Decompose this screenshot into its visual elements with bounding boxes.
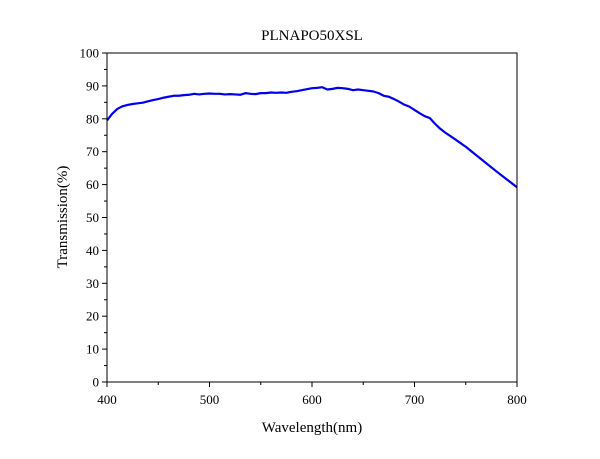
tick-labels: 0 10 20 30 40 50 60 70 80 90 100 400 500 600 700 800 — [80, 46, 527, 408]
y-tick-label: 50 — [86, 210, 99, 225]
y-tick-label: 60 — [86, 177, 99, 192]
y-axis-label: Transmission(%) — [55, 166, 71, 269]
x-tick-label: 500 — [200, 392, 220, 407]
series-line — [106, 86, 518, 189]
chart-title: PLNAPO50XSL — [261, 28, 363, 44]
y-tick-label: 70 — [86, 144, 99, 159]
x-axis-label: Wavelength(nm) — [262, 420, 362, 436]
plot-frame — [106, 52, 518, 383]
x-tick-label: 600 — [302, 392, 322, 407]
y-tick-label: 40 — [86, 243, 99, 258]
y-tick-label: 30 — [86, 276, 99, 291]
x-tick-label: 700 — [405, 392, 425, 407]
y-tick-label: 100 — [80, 46, 100, 61]
axis-ticks — [102, 52, 518, 387]
y-tick-label: 80 — [86, 111, 99, 126]
y-tick-label: 20 — [86, 309, 99, 324]
y-tick-label: 0 — [93, 375, 100, 390]
y-tick-label: 10 — [86, 342, 99, 357]
x-tick-label: 800 — [507, 392, 527, 407]
y-tick-label: 90 — [86, 78, 99, 93]
x-tick-label: 400 — [97, 392, 117, 407]
